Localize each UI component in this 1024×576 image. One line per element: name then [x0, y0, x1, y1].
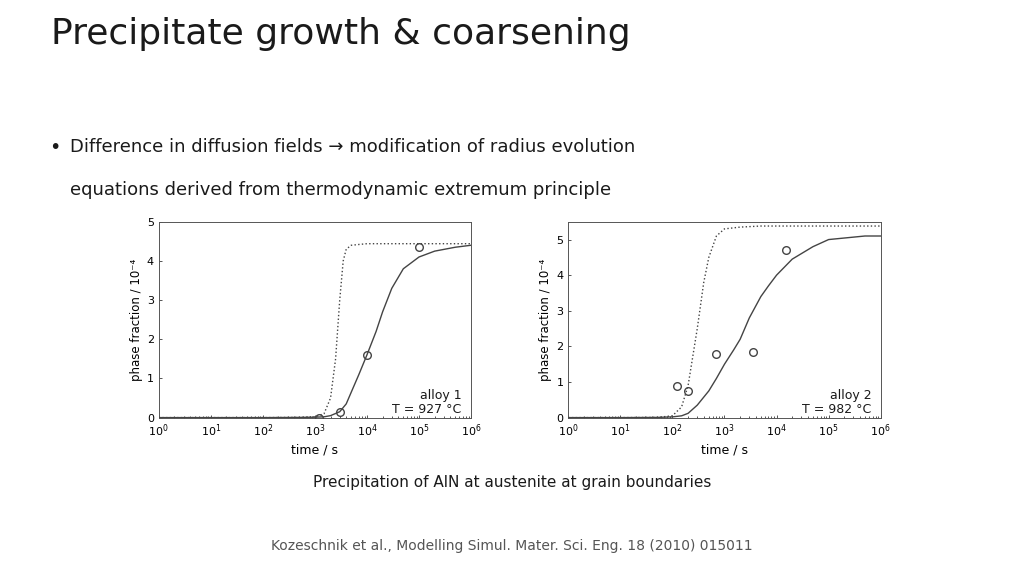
- Text: •: •: [49, 138, 60, 157]
- Text: alloy 1: alloy 1: [420, 389, 462, 402]
- Text: alloy 2: alloy 2: [829, 389, 871, 402]
- Text: T = 982 °C: T = 982 °C: [802, 403, 871, 416]
- Text: Difference in diffusion fields → modification of radius evolution: Difference in diffusion fields → modific…: [70, 138, 635, 156]
- Y-axis label: phase fraction / 10⁻⁴: phase fraction / 10⁻⁴: [540, 259, 552, 381]
- X-axis label: time / s: time / s: [292, 443, 338, 456]
- Text: Precipitation of AlN at austenite at grain boundaries: Precipitation of AlN at austenite at gra…: [312, 475, 712, 490]
- Text: Precipitate growth & coarsening: Precipitate growth & coarsening: [51, 17, 631, 51]
- Text: T = 927 °C: T = 927 °C: [392, 403, 462, 416]
- Y-axis label: phase fraction / 10⁻⁴: phase fraction / 10⁻⁴: [130, 259, 142, 381]
- Text: equations derived from thermodynamic extremum principle: equations derived from thermodynamic ext…: [70, 181, 610, 199]
- X-axis label: time / s: time / s: [701, 443, 748, 456]
- Text: Kozeschnik et al., Modelling Simul. Mater. Sci. Eng. 18 (2010) 015011: Kozeschnik et al., Modelling Simul. Mate…: [271, 539, 753, 552]
